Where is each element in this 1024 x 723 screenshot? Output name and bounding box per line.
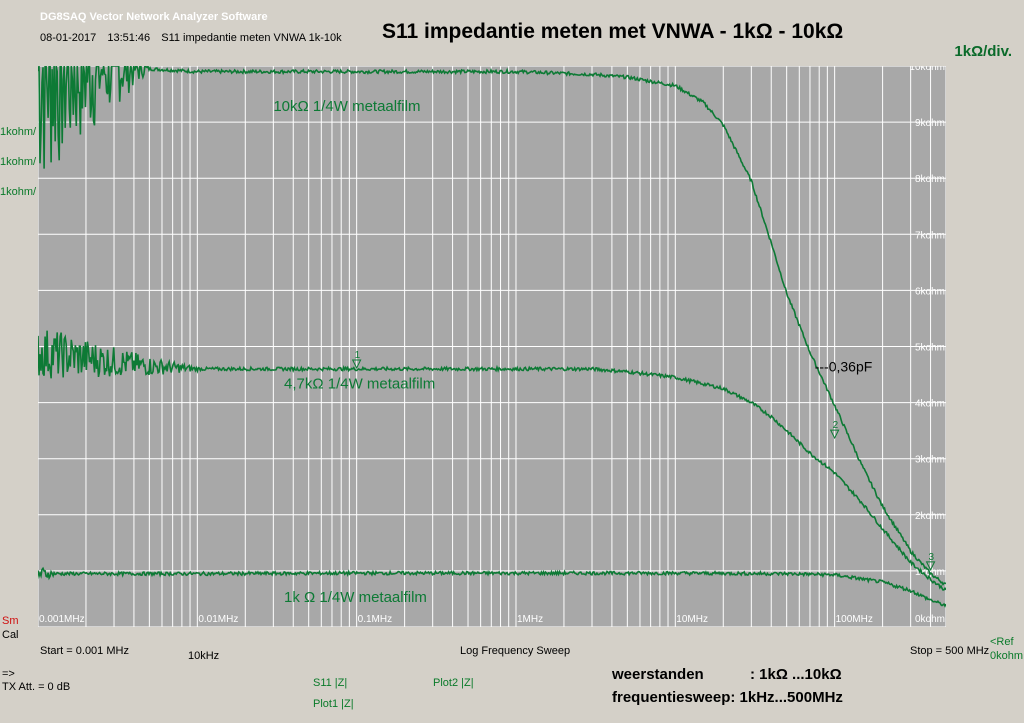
info-resistors-value: : 1kΩ ...10kΩ	[750, 666, 842, 683]
marker-label-3: 3	[929, 552, 935, 563]
tx-attenuation: TX Att. = 0 dB	[2, 681, 71, 693]
app-name: DG8SAQ Vector Network Analyzer Software	[40, 11, 268, 23]
left-axis-label-1: 1kohm/	[0, 126, 37, 138]
marker-label-2: 2	[833, 420, 839, 431]
left-axis-label-3: 1kohm/	[0, 186, 37, 198]
plot1-trace-button[interactable]: Plot1 |Z|	[313, 698, 354, 710]
series-line-3	[37, 566, 947, 608]
x-tick-label: 0.001MHz	[39, 614, 85, 625]
y-tick-label: 0kohm	[915, 614, 945, 625]
measurement-meta: 08-01-2017 13:51:46 S11 impedantie meten…	[40, 32, 350, 44]
series-line-1	[37, 64, 947, 586]
sweep-stop: Stop = 500 MHz	[910, 645, 990, 657]
sweep-marker-freq: 10kHz	[188, 650, 220, 662]
plot-area[interactable]: 0.001MHz 0.01MHz 0.1MHz 1MHz 10MHz 100MHz 0koh…	[37, 62, 947, 637]
x-tick-label: 0.01MHz	[198, 614, 238, 625]
capacitance-annotation: ---0,36pF	[815, 359, 873, 375]
y-tick-label: 8kohm	[915, 174, 945, 185]
y-tick-label: 6kohm	[915, 286, 945, 297]
y-tick-label: 10kohm	[909, 66, 945, 73]
series-label-1: 10kΩ 1/4W metaalfilm	[273, 98, 420, 115]
sweep-start: Start = 0.001 MHz	[40, 645, 129, 657]
marker-2	[829, 429, 840, 440]
s11-trace-button[interactable]: S11 |Z|	[313, 677, 348, 689]
sm-label: Sm	[2, 615, 19, 627]
left-axis-label-2: 1kohm/	[0, 156, 37, 168]
marker-label-1: 1	[355, 350, 361, 361]
cal-label: Cal	[2, 629, 19, 641]
y-tick-label: 4kohm	[915, 399, 945, 410]
ref-label: <Ref	[990, 636, 1014, 648]
info-sweep: frequentiesweep: 1kHz...500MHz	[612, 689, 843, 706]
series-line-2	[37, 330, 947, 591]
x-tick-label: 10MHz	[676, 614, 708, 625]
chart-title: S11 impedantie meten met VNWA - 1kΩ - 10…	[382, 20, 844, 43]
arrow-indicator: =>	[2, 668, 15, 680]
y-tick-label: 5kohm	[915, 343, 945, 354]
y-tick-label: 3kohm	[915, 455, 945, 466]
x-tick-label: 0.1MHz	[358, 614, 392, 625]
x-tick-label: 1MHz	[517, 614, 543, 625]
scale-label: 1kΩ/div.	[954, 43, 1012, 60]
meta-time: 13:51:46	[107, 32, 151, 44]
marker-3	[925, 561, 936, 572]
y-tick-label: 7kohm	[915, 230, 945, 241]
chart-svg: 0.001MHz 0.01MHz 0.1MHz 1MHz 10MHz 100MHz 0koh…	[37, 62, 947, 637]
x-tick-label: 100MHz	[836, 614, 873, 625]
meta-date: 08-01-2017	[40, 32, 97, 44]
info-resistors-label: weerstanden	[612, 666, 704, 683]
plot2-trace-button[interactable]: Plot2 |Z|	[433, 677, 474, 689]
ref-value: 0kohm	[990, 650, 1024, 662]
y-tick-label: 2kohm	[915, 511, 945, 522]
meta-caption: S11 impedantie meten VNWA 1k-10k	[161, 32, 342, 44]
series-label-3: 1k Ω 1/4W metaalfilm	[284, 589, 427, 606]
y-tick-label: 9kohm	[915, 118, 945, 129]
marker-1	[351, 359, 362, 370]
sweep-mode: Log Frequency Sweep	[460, 645, 571, 657]
series-label-2: 4,7kΩ 1/4W metaalfilm	[284, 376, 435, 393]
